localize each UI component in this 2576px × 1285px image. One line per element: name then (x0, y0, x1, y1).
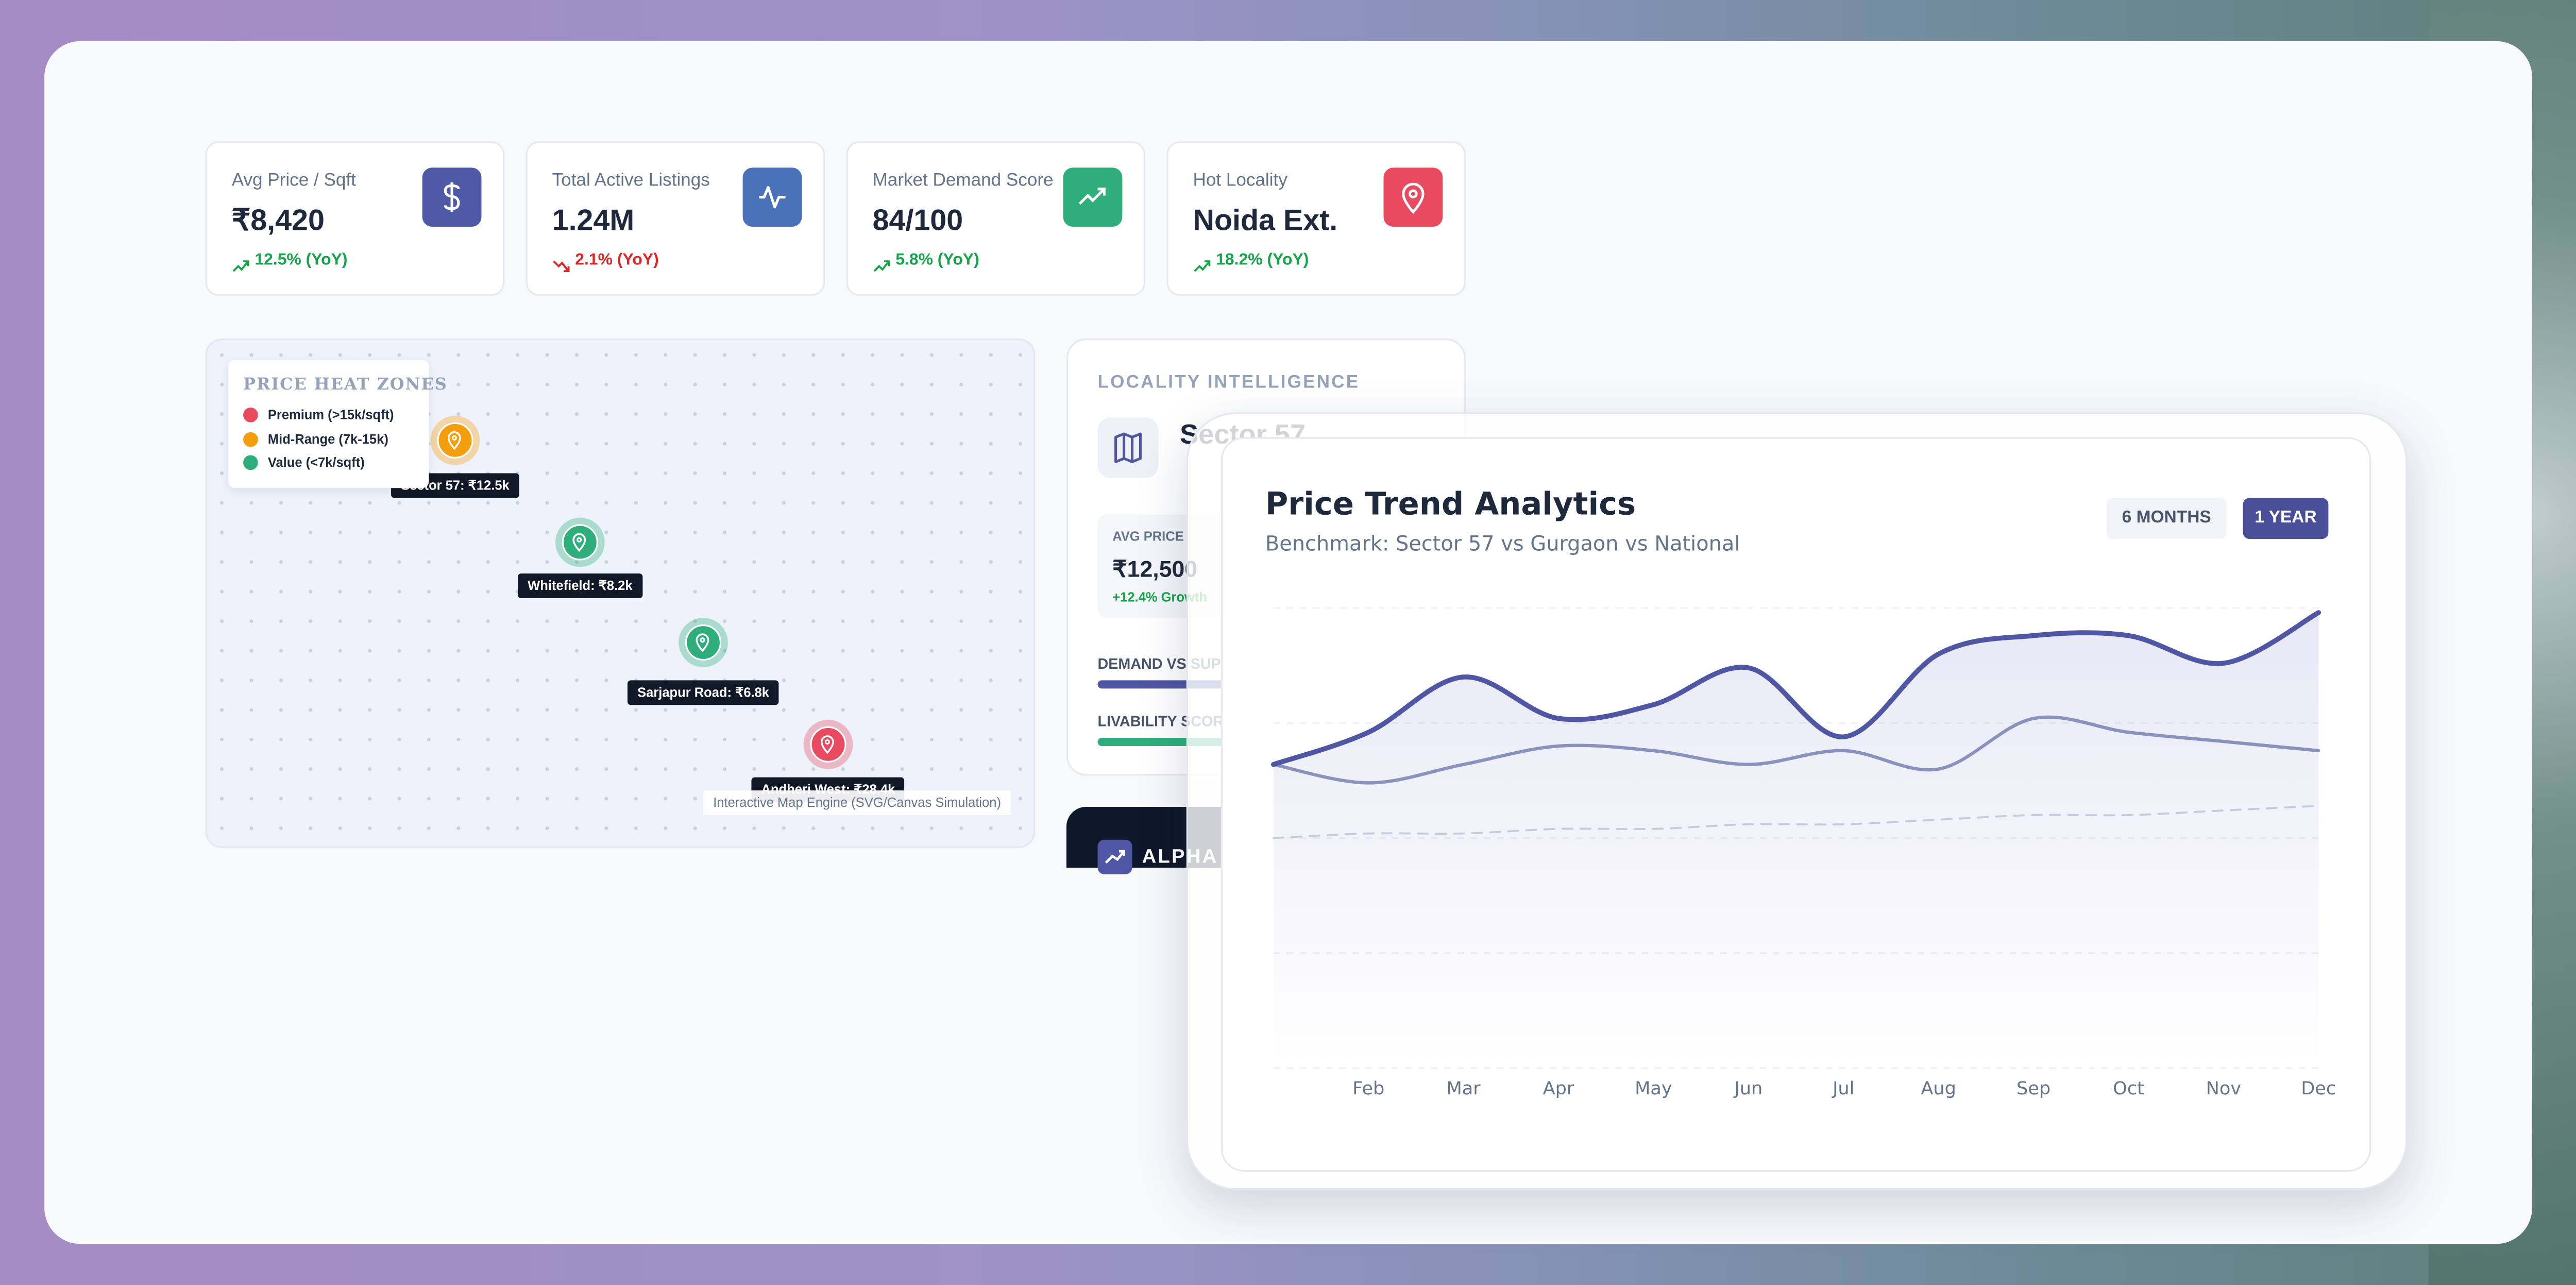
kpi-icon (1383, 167, 1443, 227)
kpi-change: 18.2% (YoY) (1216, 251, 1309, 270)
trend-arrow (873, 251, 891, 272)
legend-label: Mid-Range (7k-15k) (267, 431, 388, 446)
x-tick-label: Jul (1832, 1078, 1854, 1099)
area (1273, 613, 2319, 1069)
kpi-icon (422, 167, 482, 227)
trend-arrow (552, 251, 570, 273)
x-tick-label: Mar (1447, 1078, 1481, 1099)
kpi-change: 2.1% (YoY) (575, 251, 659, 270)
x-tick-label: Aug (1921, 1078, 1956, 1099)
chart-subtitle: Benchmark: Sector 57 vs Gurgaon vs Natio… (1265, 531, 1740, 556)
kpi-value: Noida Ext. (1193, 204, 1338, 237)
kpi-label: Avg Price / Sqft (231, 171, 356, 191)
trend-arrow (1193, 251, 1211, 272)
range-button-active[interactable]: 1 YEAR (2243, 498, 2329, 539)
legend-label: Value (<7k/sqft) (267, 455, 365, 470)
x-tick-label: May (1635, 1078, 1672, 1099)
legend-label: Premium (>15k/sqft) (267, 407, 394, 422)
map-pin-core[interactable] (685, 624, 722, 661)
legend-dot (243, 455, 258, 470)
map-panel[interactable]: Sector 57: ₹12.5k Whitefield: ₹8.2k Sarjap… (205, 339, 1036, 848)
x-tick-label: Apr (1543, 1078, 1574, 1099)
map-pin-core[interactable] (810, 726, 846, 763)
kpi-label: Market Demand Score (872, 171, 1054, 191)
kpi-value: 84/100 (872, 204, 963, 237)
x-tick-label: Jun (1733, 1078, 1762, 1099)
map-pin-core[interactable] (562, 524, 598, 561)
map-caption: Interactive Map Engine (SVG/Canvas Simul… (703, 790, 1011, 815)
chart-card: Price Trend Analytics Benchmark: Sector … (1186, 412, 2408, 1190)
kpi-change: 5.8% (YoY) (895, 251, 979, 270)
kpi-value: 1.24M (552, 204, 635, 237)
legend-dot (243, 407, 258, 422)
kpi-label: Hot Locality (1193, 171, 1287, 191)
map-icon (1097, 417, 1159, 479)
kpi-label: Total Active Listings (552, 171, 710, 191)
stat-label: AVG PRICE (1112, 529, 1184, 544)
kpi-change: 12.5% (YoY) (255, 251, 348, 270)
legend: PRICE HEAT ZONES Premium (>15k/sqft) Mid-R… (228, 360, 447, 488)
x-tick-label: Sep (2016, 1078, 2050, 1099)
kpi-icon (742, 167, 802, 227)
locality-title: LOCALITY INTELLIGENCE (1097, 373, 1360, 393)
range-button[interactable]: 6 MONTHS (2106, 498, 2227, 539)
x-tick-label: Dec (2301, 1078, 2336, 1099)
kpi-card: Total Active Listings 1.24M 2.1% (YoY) (526, 141, 825, 296)
legend-title: PRICE HEAT ZONES (243, 376, 448, 395)
kpi-value: ₹8,420 (231, 204, 325, 237)
kpi-icon (1063, 167, 1123, 227)
x-tick-label: Nov (2206, 1078, 2241, 1099)
stat-value: ₹12,500 (1112, 555, 1198, 582)
x-tick-label: Feb (1352, 1078, 1384, 1099)
pin-label: Whitefield: ₹8.2k (518, 573, 642, 598)
kpi-card: Avg Price / Sqft ₹8,420 12.5% (YoY) (205, 141, 505, 296)
kpi-card: Hot Locality Noida Ext. 18.2% (YoY) (1166, 141, 1466, 296)
pin-label: Sarjapur Road: ₹6.8k (627, 680, 779, 705)
kpi-card: Market Demand Score 84/100 5.8% (YoY) (846, 141, 1146, 296)
series-line (1271, 610, 2321, 767)
trend-arrow (232, 251, 250, 272)
x-tick-label: Oct (2113, 1078, 2144, 1099)
map-pin-core[interactable] (437, 422, 473, 459)
insight-icon (1097, 839, 1132, 874)
chart-title: Price Trend Analytics (1265, 486, 1636, 523)
legend-dot (243, 431, 258, 446)
